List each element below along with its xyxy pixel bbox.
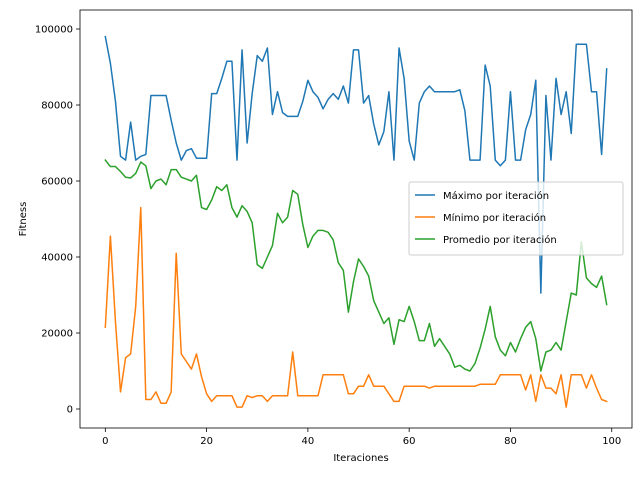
x-tick-label: 40: [302, 436, 315, 447]
legend-label: Promedio por iteración: [443, 234, 557, 246]
x-axis-ticks: 0 20 40 60 80 100: [102, 428, 621, 447]
y-tick-label: 0: [67, 405, 73, 416]
x-tick-label: 100: [602, 436, 621, 447]
plot-area-frame: [79, 9, 633, 429]
y-axis-ticks: 0 20000 40000 60000 80000 100000: [35, 25, 80, 416]
legend-label: Máximo por iteración: [443, 190, 549, 202]
x-tick-label: 0: [102, 436, 108, 447]
y-tick-label: 60000: [41, 177, 73, 188]
x-tick-label: 20: [200, 436, 213, 447]
y-tick-label: 20000: [41, 329, 73, 340]
legend-box: [408, 181, 624, 256]
legend: Máximo por iteración Mínimo por iteración…: [408, 181, 624, 256]
x-tick-label: 80: [504, 436, 517, 447]
series-lines: [104, 35, 608, 408]
x-tick-label: 60: [403, 436, 416, 447]
series-line-1: [104, 35, 608, 294]
legend-label: Mínimo por iteración: [443, 212, 546, 224]
y-axis-label: Fitness: [18, 202, 29, 237]
y-tick-label: 100000: [35, 25, 73, 36]
series-line-3: [104, 159, 608, 372]
series-line-2: [104, 206, 608, 408]
x-axis-label: Iteraciones: [333, 453, 388, 464]
y-tick-label: 80000: [41, 101, 73, 112]
y-tick-label: 40000: [41, 253, 73, 264]
